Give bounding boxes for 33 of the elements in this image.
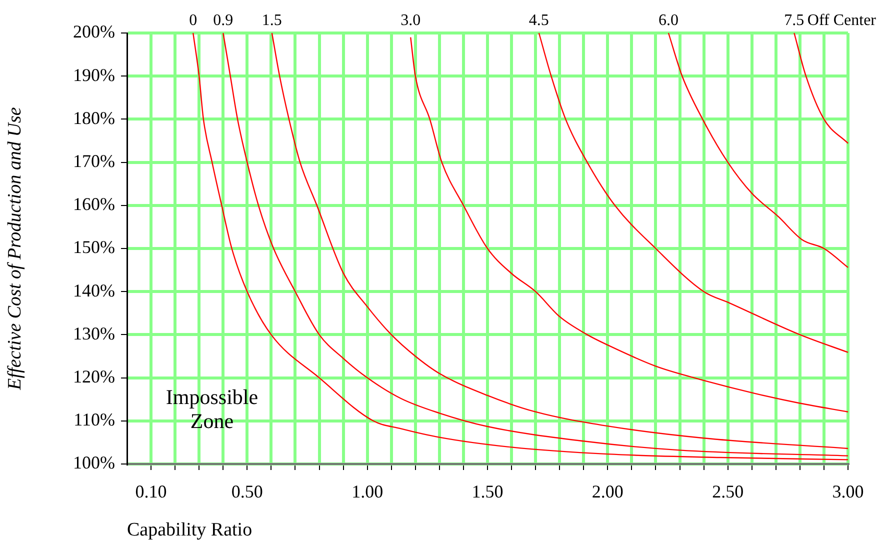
x-tick-label: 2.00 — [592, 482, 624, 502]
x-tick-label: 3.00 — [832, 482, 864, 502]
x-tick-label: 1.00 — [352, 482, 384, 502]
x-tick-label: 0.10 — [135, 482, 167, 502]
line-series — [410, 36, 849, 412]
annotation: Impossible Zone — [166, 385, 258, 433]
y-axis-title: Effective Cost of Production and Use — [4, 107, 26, 391]
y-tick-label: 100% — [73, 452, 115, 473]
x-tick-label: 0.50 — [231, 482, 263, 502]
line-series — [538, 32, 849, 353]
series-label: 0.9 — [213, 12, 234, 30]
series-label: 3.0 — [400, 12, 421, 30]
x-tick-label: 2.50 — [712, 482, 744, 502]
series-label: 4.5 — [528, 12, 549, 30]
line-series — [794, 32, 849, 144]
line-series — [668, 32, 849, 268]
y-tick-label: 190% — [73, 64, 115, 85]
y-tick-label: 150% — [73, 237, 115, 258]
series-label: 6.0 — [658, 12, 678, 30]
y-tick-label: 140% — [73, 280, 115, 300]
y-tick-label: 110% — [74, 410, 116, 430]
y-tick-label: 170% — [73, 151, 115, 172]
y-tick-label: 120% — [73, 366, 115, 387]
legend-title: Off Center — [807, 12, 877, 30]
x-axis-title: Capability Ratio — [127, 520, 252, 541]
y-tick-label: 130% — [73, 323, 115, 344]
y-tick-label: 200% — [73, 22, 115, 42]
series-label: 1.5 — [262, 12, 282, 30]
series-label: 0 — [189, 12, 198, 30]
y-tick-label: 180% — [73, 108, 115, 128]
x-tick-label: 1.50 — [472, 482, 504, 502]
y-tick-label: 160% — [73, 194, 115, 214]
series-label: 7.5 — [784, 12, 804, 30]
